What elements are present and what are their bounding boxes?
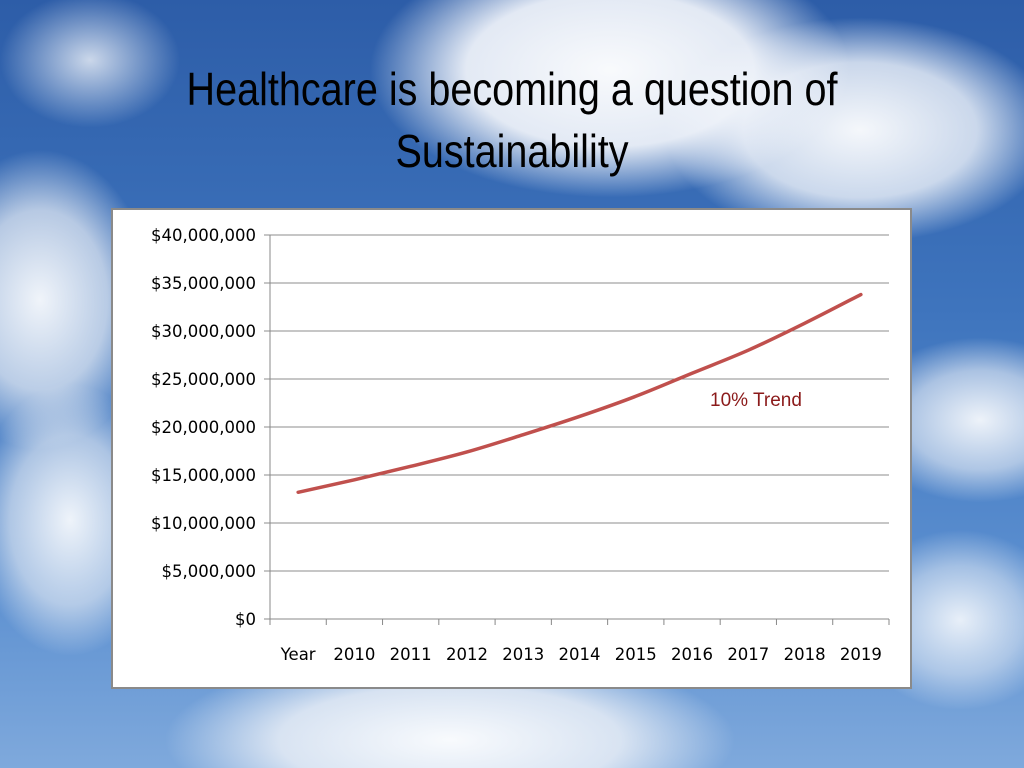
- slide-title: Healthcare is becoming a question of Sus…: [151, 58, 873, 182]
- title-line-2: Sustainability: [395, 125, 629, 177]
- x-tick-label: 2011: [390, 645, 432, 664]
- y-tick-label: $35,000,000: [151, 274, 256, 293]
- y-tick-label: $0: [235, 610, 256, 629]
- y-tick-label: $15,000,000: [151, 466, 256, 485]
- y-tick-label: $30,000,000: [151, 322, 256, 341]
- y-tick-label: $5,000,000: [162, 562, 256, 581]
- x-tick-label: 2010: [333, 645, 375, 664]
- x-tick-label: 2015: [615, 645, 657, 664]
- line-chart: $0 $5,000,000 $10,000,000 $15,000,000 $20,00…: [151, 226, 890, 664]
- y-tick-label: $20,000,000: [151, 418, 256, 437]
- x-tick-label: 2018: [784, 645, 826, 664]
- x-tick-label: 2017: [727, 645, 769, 664]
- x-tick-label: Year: [280, 645, 316, 664]
- title-line-1: Healthcare is becoming a question of: [186, 63, 838, 115]
- y-tick-label: $10,000,000: [151, 514, 256, 533]
- x-tick-label: 2012: [446, 645, 488, 664]
- x-tick-label: 2014: [559, 645, 601, 664]
- x-tick-label: 2016: [671, 645, 713, 664]
- y-tick-label: $40,000,000: [151, 226, 256, 245]
- x-tick-label: 2019: [840, 645, 882, 664]
- chart-panel: $0 $5,000,000 $10,000,000 $15,000,000 $20,00…: [111, 208, 912, 689]
- trend-annotation: 10% Trend: [710, 390, 802, 411]
- y-tick-label: $25,000,000: [151, 370, 256, 389]
- x-tick-label: 2013: [502, 645, 544, 664]
